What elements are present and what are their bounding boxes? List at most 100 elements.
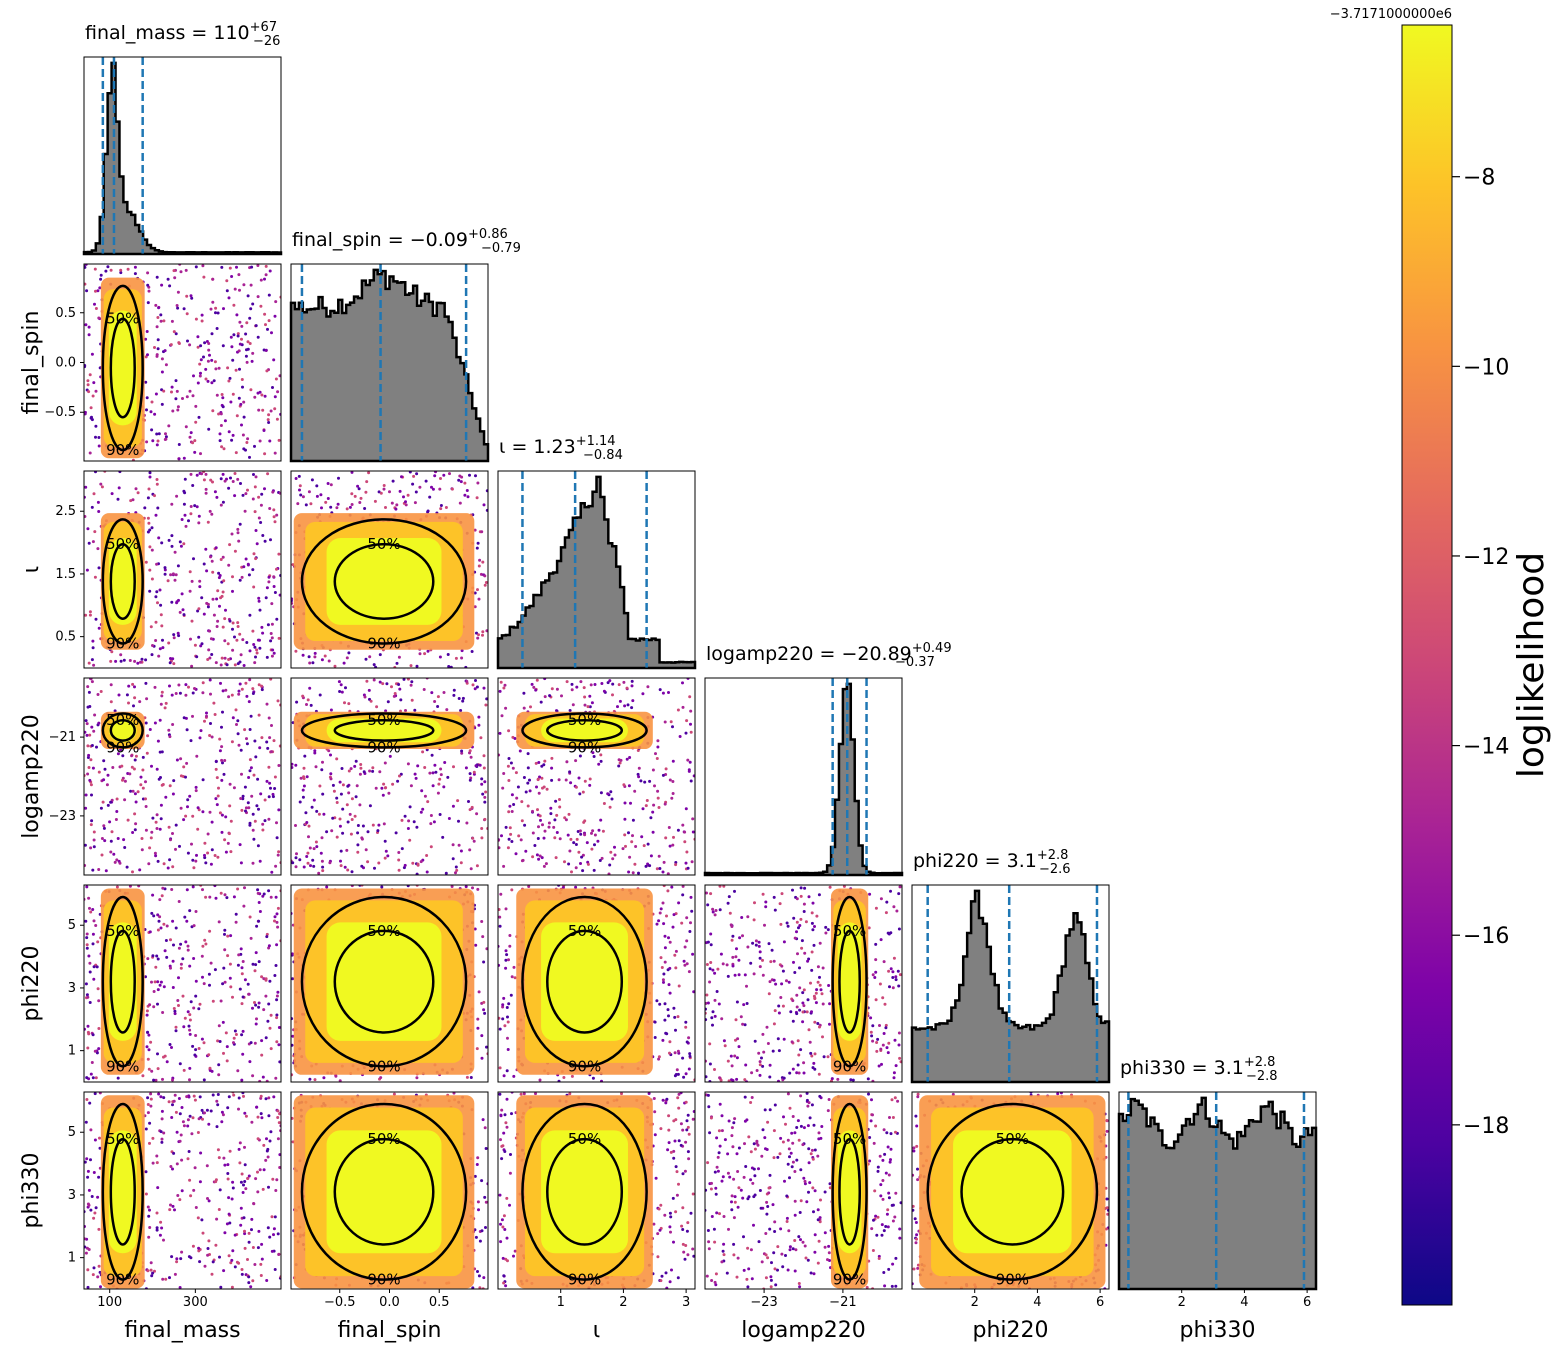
contour-label-90: 90% bbox=[367, 635, 400, 653]
contour-50 bbox=[838, 1137, 862, 1246]
density-peak bbox=[326, 1130, 442, 1254]
y-tick-label: −23 bbox=[49, 809, 76, 824]
histogram-phi220 bbox=[910, 889, 1111, 1084]
contour-label-90: 90% bbox=[106, 1271, 139, 1289]
contour-90 bbox=[101, 712, 144, 749]
scatter-panel-logamp220-phi330: 50% 90% bbox=[704, 1091, 903, 1290]
panel-frame bbox=[497, 884, 696, 1083]
y-axis-label-phi330: phi330 bbox=[19, 1152, 44, 1228]
y-tick-label: 3 bbox=[68, 981, 76, 996]
y-tick-label: 0.0 bbox=[55, 356, 76, 371]
contour-50 bbox=[333, 542, 435, 620]
panel-frame bbox=[290, 263, 489, 462]
scatter-panel-final_spin-phi220: 50% 90% bbox=[290, 884, 489, 1083]
x-axis-label-ι: ι bbox=[593, 1318, 600, 1343]
colorbar-label: loglikelihood bbox=[1511, 552, 1552, 778]
scatter-panel-final_mass-logamp220: 50% 90% bbox=[83, 677, 282, 876]
hist-panel-final_mass bbox=[82, 56, 283, 256]
y-tick-label: 1 bbox=[68, 1044, 76, 1059]
contour-90 bbox=[101, 895, 144, 1068]
y-axis-label-phi220: phi220 bbox=[19, 945, 44, 1021]
density-peak bbox=[837, 922, 862, 1041]
hist-panel-ι bbox=[496, 470, 697, 670]
scatter-panel-final_mass-ι: 50% 90% bbox=[83, 470, 282, 669]
density-peak bbox=[108, 538, 137, 625]
x-tick-label: 4 bbox=[1240, 1295, 1248, 1310]
contour-label-50: 50% bbox=[996, 1130, 1029, 1148]
contour-label-50: 50% bbox=[833, 1130, 866, 1148]
scatter-points: 50% 90% bbox=[84, 885, 281, 1082]
y-tick-label: −0.5 bbox=[44, 405, 76, 420]
panel-frame bbox=[911, 1091, 1110, 1290]
scatter-panel-final_spin-phi330: 50% 90% bbox=[290, 1091, 489, 1290]
x-axis-label-final_mass: final_mass bbox=[124, 1318, 240, 1343]
contour-50 bbox=[960, 1137, 1065, 1246]
x-tick-label: 0.5 bbox=[429, 1295, 450, 1310]
x-tick-label: 4 bbox=[1033, 1295, 1041, 1310]
y-tick-label: −21 bbox=[49, 730, 76, 745]
x-tick-label: 2 bbox=[971, 1295, 979, 1310]
diag-title-phi330: phi330 = 3.1+2.8 −2.8 bbox=[1120, 1055, 1278, 1084]
density-peak bbox=[541, 1130, 628, 1254]
contour-label-90: 90% bbox=[367, 1271, 400, 1289]
scatter-panel-ι-logamp220: 50% 90% bbox=[497, 677, 696, 876]
density-peak bbox=[326, 538, 442, 625]
contour-90 bbox=[926, 1102, 1099, 1281]
colorbar-tick-label: −16 bbox=[1463, 924, 1509, 949]
histogram-logamp220 bbox=[703, 682, 904, 877]
scatter-points: 50% 90% bbox=[498, 885, 695, 1082]
panel-background bbox=[498, 678, 695, 875]
contour-50 bbox=[109, 1137, 136, 1246]
density-peak bbox=[541, 922, 628, 1041]
contour-90 bbox=[831, 1102, 868, 1281]
hist-panel-phi220 bbox=[910, 884, 1111, 1084]
panel-frame bbox=[704, 1091, 903, 1290]
scatter-panel-final_spin-ι: 50% 90% bbox=[290, 470, 489, 669]
x-tick-label: −21 bbox=[829, 1295, 856, 1310]
scatter-panel-final_mass-phi220: 50% 90% bbox=[83, 884, 282, 1083]
contour-label-50: 50% bbox=[833, 922, 866, 940]
panel-frame bbox=[83, 677, 282, 876]
contour-90 bbox=[300, 518, 468, 645]
hist-panel-logamp220 bbox=[703, 677, 904, 877]
contour-90 bbox=[521, 895, 648, 1068]
density-peak bbox=[541, 718, 628, 743]
scatter-panel-ι-phi330: 50% 90% bbox=[497, 1091, 696, 1290]
density-peak bbox=[837, 1130, 862, 1254]
contour-50 bbox=[109, 542, 136, 620]
colorbar: −3.7171000000e6 loglikelihood −8 −10 −12 −1… bbox=[1330, 7, 1552, 1306]
density-peak bbox=[326, 718, 442, 743]
colorbar-offset-text: −3.7171000000e6 bbox=[1330, 7, 1452, 22]
x-axis-label-phi220: phi220 bbox=[972, 1318, 1048, 1343]
scatter-points: 50% 90% bbox=[84, 471, 281, 668]
contour-label-50: 50% bbox=[367, 711, 400, 729]
hist-panel-phi330 bbox=[1117, 1091, 1318, 1291]
contour-label-90: 90% bbox=[106, 635, 139, 653]
contour-50 bbox=[546, 1137, 624, 1246]
scatter-points: 50% 90% bbox=[84, 678, 281, 875]
density-peak bbox=[953, 1130, 1072, 1254]
contour-label-50: 50% bbox=[568, 711, 601, 729]
x-tick-label: −0.5 bbox=[324, 1295, 356, 1310]
contour-label-90: 90% bbox=[996, 1271, 1029, 1289]
contour-label-50: 50% bbox=[106, 711, 139, 729]
contour-50 bbox=[546, 718, 624, 742]
contour-label-90: 90% bbox=[833, 1271, 866, 1289]
contour-50 bbox=[109, 317, 136, 419]
y-tick-label: 0.5 bbox=[55, 306, 76, 321]
colorbar-tick-label: −18 bbox=[1463, 1114, 1509, 1139]
density-peak bbox=[108, 310, 137, 426]
scatter-panel-final_mass-phi330: 50% 90% bbox=[83, 1091, 282, 1290]
diag-title-final_mass: final_mass = 110+67 −26 bbox=[85, 20, 280, 49]
contour-label-90: 90% bbox=[568, 1057, 601, 1075]
x-tick-label: 1 bbox=[557, 1295, 565, 1310]
y-tick-label: 1.5 bbox=[55, 567, 76, 582]
panel-frame bbox=[83, 470, 282, 669]
x-axis-label-logamp220: logamp220 bbox=[741, 1318, 865, 1343]
colorbar-tick-label: −10 bbox=[1463, 355, 1509, 380]
scatter-points: 50% 90% bbox=[291, 1092, 488, 1289]
panel-background bbox=[705, 885, 902, 1082]
scatter-panel-phi220-phi330: 50% 90% bbox=[911, 1091, 1110, 1290]
contour-label-90: 90% bbox=[568, 1271, 601, 1289]
contour-50 bbox=[546, 929, 624, 1034]
